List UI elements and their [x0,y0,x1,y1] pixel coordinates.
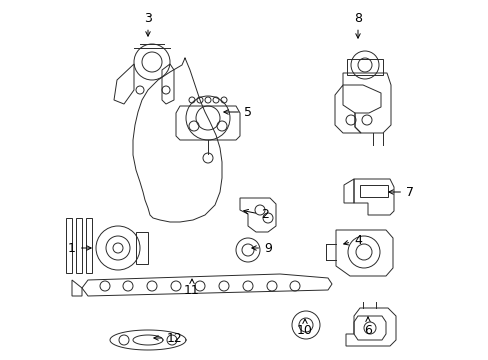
Text: 5: 5 [224,105,251,118]
Bar [85,218,91,273]
Text: 1: 1 [68,242,91,255]
Text: 9: 9 [251,242,271,255]
Text: 10: 10 [296,319,312,337]
Text: 11: 11 [184,279,200,297]
Bar [76,218,82,273]
Bar [359,185,387,197]
Text: 6: 6 [364,317,371,337]
Text: 8: 8 [353,12,361,38]
Bar [66,218,72,273]
Bar [346,59,382,75]
Text: 3: 3 [144,12,152,36]
Text: 4: 4 [343,234,361,247]
Bar [136,232,148,264]
Text: 12: 12 [154,332,183,345]
Text: 2: 2 [244,208,268,221]
Text: 7: 7 [388,185,413,198]
